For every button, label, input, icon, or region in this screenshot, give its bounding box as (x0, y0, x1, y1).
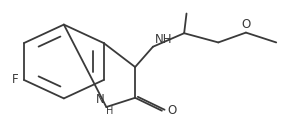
Text: H: H (106, 106, 114, 116)
Text: O: O (167, 104, 176, 117)
Text: NH: NH (154, 32, 172, 46)
Text: F: F (12, 73, 19, 86)
Text: O: O (241, 18, 251, 31)
Text: N: N (96, 93, 105, 106)
